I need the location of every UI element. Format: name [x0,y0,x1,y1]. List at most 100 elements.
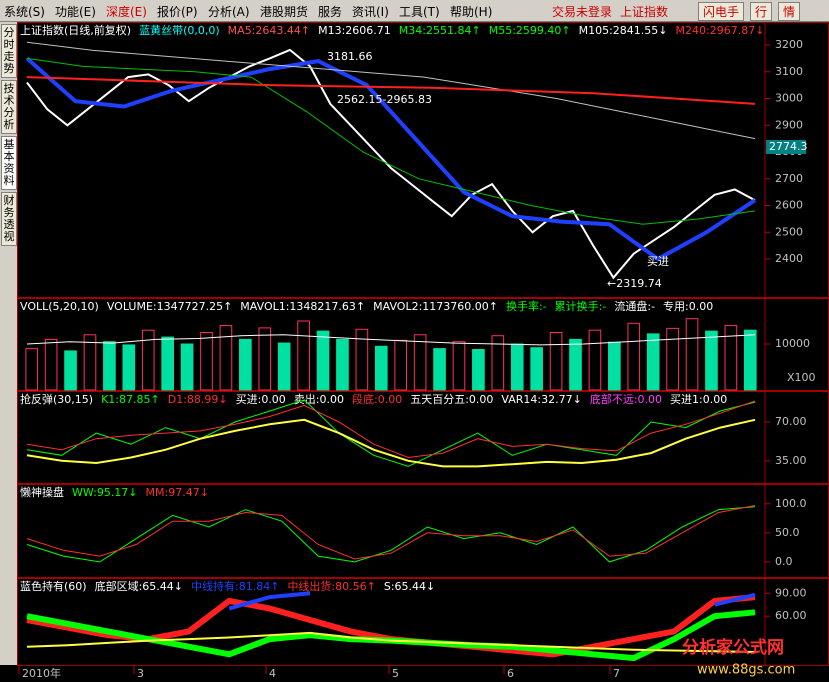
menu-button[interactable]: 行 [750,2,773,21]
volume-bar [646,333,660,391]
panel-header: 中线出货:80.56↑ [287,579,375,593]
volume-bar [452,341,466,391]
indicator-line [26,631,756,653]
panel-header: 专用:0.00 [663,299,713,313]
menu-button[interactable]: 情 [778,2,801,21]
indicator-line [26,41,756,140]
menu-item[interactable]: 帮助(H) [450,5,493,19]
panel-header: K1:87.85↑ [101,393,160,406]
x-tick-label: 4 [269,667,276,680]
volume-bar [258,327,272,391]
x-tick-label: 6 [507,667,514,680]
panel-header: VOLL(5,20,10) [20,300,99,313]
menu-item[interactable]: 功能(E) [55,5,96,19]
indicator-line [26,57,756,225]
x-tick-label: 3 [137,667,144,680]
menu-item[interactable]: 资讯(I) [352,5,389,19]
volume-bar [122,344,136,391]
panel-header: 买进1:0.00 [670,393,727,406]
price-tag-bg [766,140,806,154]
volume-bar [200,332,213,391]
indicator-line [26,400,756,459]
volume-bar [666,327,679,391]
panel-header: 蓝色持有(60) [20,579,87,593]
panel-header: 五天百分五:0.00 [410,393,493,406]
y-tick-label: 2900 [775,118,803,131]
y-tick-label: 35.00 [775,454,807,467]
volume-bar [588,329,602,391]
indicator-line [26,76,756,105]
volume-bar [510,343,524,391]
annotation: 买进 [647,255,669,268]
panel-header: 换手率:- [506,299,547,313]
annotation: 2562.15-2965.83 [337,93,432,106]
index-name: 上证指数 [620,5,669,19]
side-tabs: 分时走势技术分析基本资料财务透视 [0,22,17,665]
panel-header: M240:2967.87↓ [676,24,765,37]
side-tab[interactable]: 财务透视 [1,192,17,246]
menu-button[interactable]: 闪电手 [698,2,745,21]
volume-bar [433,348,446,391]
volume-bar [316,330,330,391]
side-tab[interactable]: 技术分析 [1,80,17,134]
menu-item[interactable]: 工具(T) [399,5,440,19]
panel-header: MAVOL1:1348217.63↑ [240,300,365,313]
volume-bar [161,336,174,391]
volume-bar [374,345,388,391]
x-tick-label: 5 [392,667,399,680]
panel-header: MA5:2643.44↑ [228,24,310,37]
panel-header: S:65.44↓ [384,580,435,593]
volume-bar [608,341,621,391]
y-tick-label: 2700 [775,172,803,185]
volume-bar [141,329,155,391]
panel-header: VOLUME:1347727.25↑ [107,300,232,313]
panel-header: 流通盘:- [614,299,655,313]
panel-header: 累计换手:- [555,299,607,313]
menu-item[interactable]: 分析(A) [208,5,250,19]
menu-bar: 系统(S) 功能(E) 深度(E) 报价(P) 分析(A) 港股期货 服务 资讯(I) 工具(T… [0,0,829,22]
panel-header: M105:2841.55↓ [579,24,668,37]
panel-header: 底部区域:65.44↓ [95,579,183,593]
y-tick-label: 2500 [775,225,803,238]
panel-header: MAVOL2:1173760.00↑ [373,300,498,313]
volume-bar [472,349,485,391]
menu-item[interactable]: 深度(E) [106,5,147,19]
x-tick-label: 2010年 [22,666,61,680]
panel-header: VAR14:32.77↓ [501,393,581,406]
volume-bar [530,347,543,391]
side-tab[interactable]: 分时走势 [1,24,17,78]
volume-bar [569,338,582,391]
volume-bar [724,325,738,391]
panel-header: 底部不远:0.00 [590,392,662,406]
chart: 上证指数(日线,前复权) 蓝黄丝带(0,0,0) MA5:2643.44↑ M13:2… [17,22,829,680]
volume-bar [685,318,699,391]
volume-bar [491,335,505,391]
indicator-line [26,594,756,658]
volume-bar [705,330,718,391]
menu-item[interactable]: 报价(P) [157,5,198,19]
y-tick-label: 90.00 [775,586,807,599]
volume-bar [743,329,757,391]
menu-item[interactable]: 港股期货 [260,5,309,19]
panel-frame [17,484,829,578]
panel-header: 买进:0.00 [236,393,286,406]
menu-item[interactable]: 系统(S) [4,5,45,19]
panel-header: M34:2551.84↑ [399,24,481,37]
y-tick-label: 70.00 [775,415,807,428]
volume-bar [83,334,97,391]
volume-bar [44,338,58,391]
volume-bar [64,350,77,391]
panel-header: 懒神操盘 [20,485,64,499]
volume-bar [413,334,427,391]
indicator-line [26,418,756,468]
panel-header: M55:2599.40↑ [489,24,571,37]
watermark-name: 分析家公式网 [682,637,784,658]
indicator-line [26,505,756,560]
menu-item[interactable]: 服务 [318,5,343,19]
y-tick-label: 10000 [775,337,810,350]
volume-bar [103,341,116,391]
unit-label: X100 [787,371,816,384]
annotation: ←2319.74 [607,277,662,290]
side-tab[interactable]: 基本资料 [1,136,17,190]
